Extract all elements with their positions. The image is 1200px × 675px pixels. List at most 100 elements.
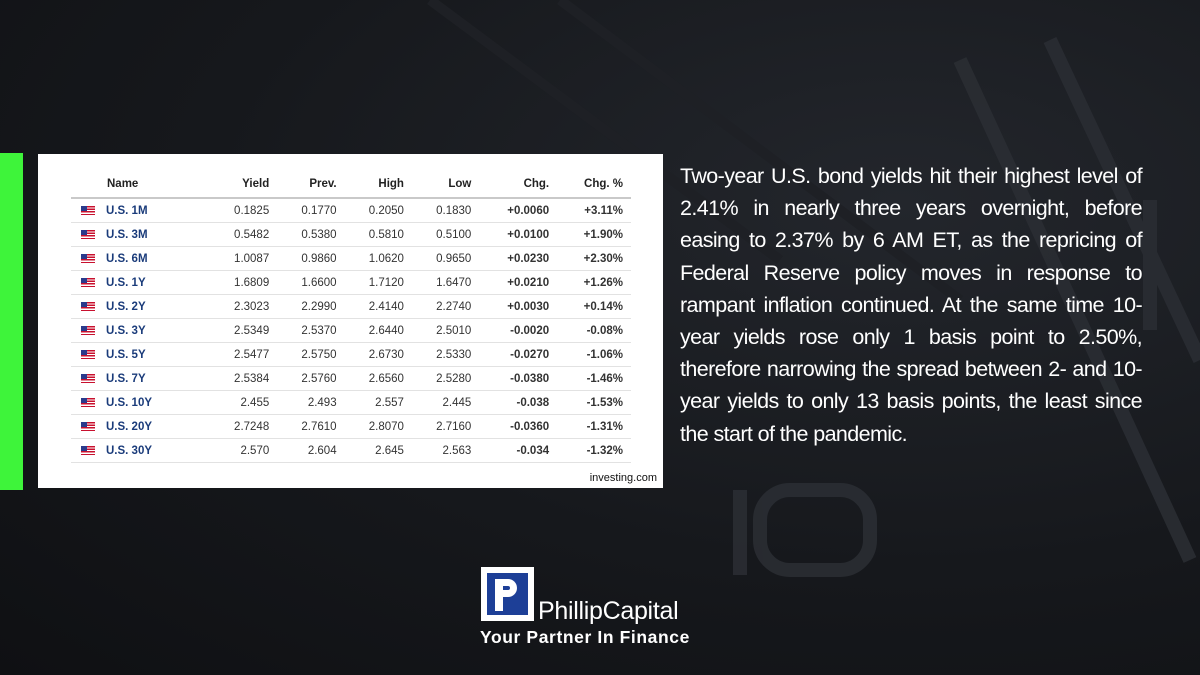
low-cell: 0.5100 [411, 222, 480, 247]
prev-cell: 2.5750 [277, 342, 345, 367]
instrument-link[interactable]: U.S. 1M [106, 204, 148, 217]
table-row: U.S. 2Y 2.3023 2.2990 2.4140 2.2740 +0.0030 +0… [71, 294, 631, 319]
table-row: U.S. 30Y 2.570 2.604 2.645 2.563 -0.034 -1.32% [71, 438, 631, 463]
table-header-row: Name Yield Prev. High Low Chg. Chg. % [71, 170, 631, 199]
phillipcapital-logo [481, 567, 534, 621]
header-chg[interactable]: Chg. [479, 170, 558, 199]
yield-cell: 2.3023 [209, 294, 278, 319]
table-row: U.S. 6M 1.0087 0.9860 1.0620 0.9650 +0.0230 +2… [71, 246, 631, 271]
instrument-name[interactable]: U.S. 6M [71, 246, 210, 271]
chg-cell: +0.0230 [479, 246, 558, 271]
low-cell: 2.5280 [411, 366, 480, 391]
prev-cell: 2.2990 [277, 294, 345, 319]
instrument-link[interactable]: U.S. 7Y [106, 372, 146, 385]
table-row: U.S. 1Y 1.6809 1.6600 1.7120 1.6470 +0.0210 +1… [71, 270, 631, 295]
low-cell: 1.6470 [411, 270, 480, 295]
chg-pct-cell: +3.11% [557, 198, 631, 223]
chg-cell: -0.038 [479, 390, 558, 415]
chg-cell: -0.034 [479, 438, 558, 463]
us-flag-icon [81, 397, 95, 407]
instrument-link[interactable]: U.S. 20Y [106, 420, 153, 433]
chg-pct-cell: +1.26% [557, 270, 631, 295]
high-cell: 2.6440 [344, 318, 412, 343]
high-cell: 2.4140 [344, 294, 412, 319]
instrument-link[interactable]: U.S. 2Y [106, 300, 146, 313]
header-low[interactable]: Low [411, 170, 480, 199]
low-cell: 2.5010 [411, 318, 480, 343]
yield-cell: 0.5482 [209, 222, 278, 247]
instrument-name[interactable]: U.S. 3M [71, 222, 210, 247]
brand-tagline: Your Partner In Finance [480, 627, 690, 647]
high-cell: 1.0620 [344, 246, 412, 271]
header-name[interactable]: Name [71, 170, 210, 199]
table-row: U.S. 10Y 2.455 2.493 2.557 2.445 -0.038 -1.53% [71, 390, 631, 415]
yield-cell: 2.7248 [209, 414, 278, 439]
header-high[interactable]: High [344, 170, 412, 199]
chg-pct-cell: -1.46% [557, 366, 631, 391]
instrument-name[interactable]: U.S. 1M [71, 198, 210, 223]
yield-cell: 0.1825 [209, 198, 278, 223]
header-prev[interactable]: Prev. [277, 170, 345, 199]
instrument-link[interactable]: U.S. 3M [106, 228, 148, 241]
table-row: U.S. 3Y 2.5349 2.5370 2.6440 2.5010 -0.0020 -0… [71, 318, 631, 343]
header-yield[interactable]: Yield [209, 170, 278, 199]
brand-name: PhillipCapital [538, 597, 679, 625]
low-cell: 2.445 [411, 390, 480, 415]
instrument-link[interactable]: U.S. 6M [106, 252, 148, 265]
low-cell: 2.7160 [411, 414, 480, 439]
instrument-link[interactable]: U.S. 5Y [106, 348, 146, 361]
chg-pct-cell: -1.31% [557, 414, 631, 439]
high-cell: 2.6560 [344, 366, 412, 391]
low-cell: 2.2740 [411, 294, 480, 319]
prev-cell: 2.5370 [277, 318, 345, 343]
prev-cell: 2.7610 [277, 414, 345, 439]
prev-cell: 0.5380 [277, 222, 345, 247]
high-cell: 2.557 [344, 390, 412, 415]
chg-pct-cell: +0.14% [557, 294, 631, 319]
instrument-name[interactable]: U.S. 20Y [71, 414, 210, 439]
instrument-name[interactable]: U.S. 30Y [71, 438, 210, 463]
low-cell: 0.9650 [411, 246, 480, 271]
chg-cell: -0.0380 [479, 366, 558, 391]
yield-cell: 1.6809 [209, 270, 278, 295]
chg-cell: -0.0360 [479, 414, 558, 439]
instrument-name[interactable]: U.S. 1Y [71, 270, 210, 295]
table-row: U.S. 7Y 2.5384 2.5760 2.6560 2.5280 -0.0380 -1… [71, 366, 631, 391]
us-flag-icon [81, 253, 95, 263]
prev-cell: 2.604 [277, 438, 345, 463]
instrument-link[interactable]: U.S. 10Y [106, 396, 153, 409]
prev-cell: 0.1770 [277, 198, 345, 223]
prev-cell: 2.5760 [277, 366, 345, 391]
yield-cell: 2.5349 [209, 318, 278, 343]
chg-cell: +0.0030 [479, 294, 558, 319]
chg-cell: +0.0210 [479, 270, 558, 295]
instrument-name[interactable]: U.S. 5Y [71, 342, 210, 367]
high-cell: 1.7120 [344, 270, 412, 295]
instrument-name[interactable]: U.S. 3Y [71, 318, 210, 343]
yield-cell: 2.5477 [209, 342, 278, 367]
yield-cell: 1.0087 [209, 246, 278, 271]
prev-cell: 0.9860 [277, 246, 345, 271]
instrument-link[interactable]: U.S. 3Y [106, 324, 146, 337]
chg-cell: -0.0020 [479, 318, 558, 343]
chg-cell: -0.0270 [479, 342, 558, 367]
article-text: Two-year U.S. bond yields hit their high… [680, 164, 1143, 446]
chg-cell: +0.0100 [479, 222, 558, 247]
instrument-name[interactable]: U.S. 7Y [71, 366, 210, 391]
instrument-link[interactable]: U.S. 1Y [106, 276, 146, 289]
high-cell: 0.5810 [344, 222, 412, 247]
chg-pct-cell: +1.90% [557, 222, 631, 247]
table-row: U.S. 5Y 2.5477 2.5750 2.6730 2.5330 -0.0270 -1… [71, 342, 631, 367]
header-chg-pct[interactable]: Chg. % [557, 170, 631, 199]
us-flag-icon [81, 277, 95, 287]
us-flag-icon [81, 421, 95, 431]
table-row: U.S. 3M 0.5482 0.5380 0.5810 0.5100 +0.0100 +1… [71, 222, 631, 247]
instrument-name[interactable]: U.S. 2Y [71, 294, 210, 319]
high-cell: 2.645 [344, 438, 412, 463]
instrument-link[interactable]: U.S. 30Y [106, 444, 153, 457]
instrument-name[interactable]: U.S. 10Y [71, 390, 210, 415]
chg-pct-cell: -1.53% [557, 390, 631, 415]
logo-p-icon [487, 573, 528, 615]
us-flag-icon [81, 349, 95, 359]
